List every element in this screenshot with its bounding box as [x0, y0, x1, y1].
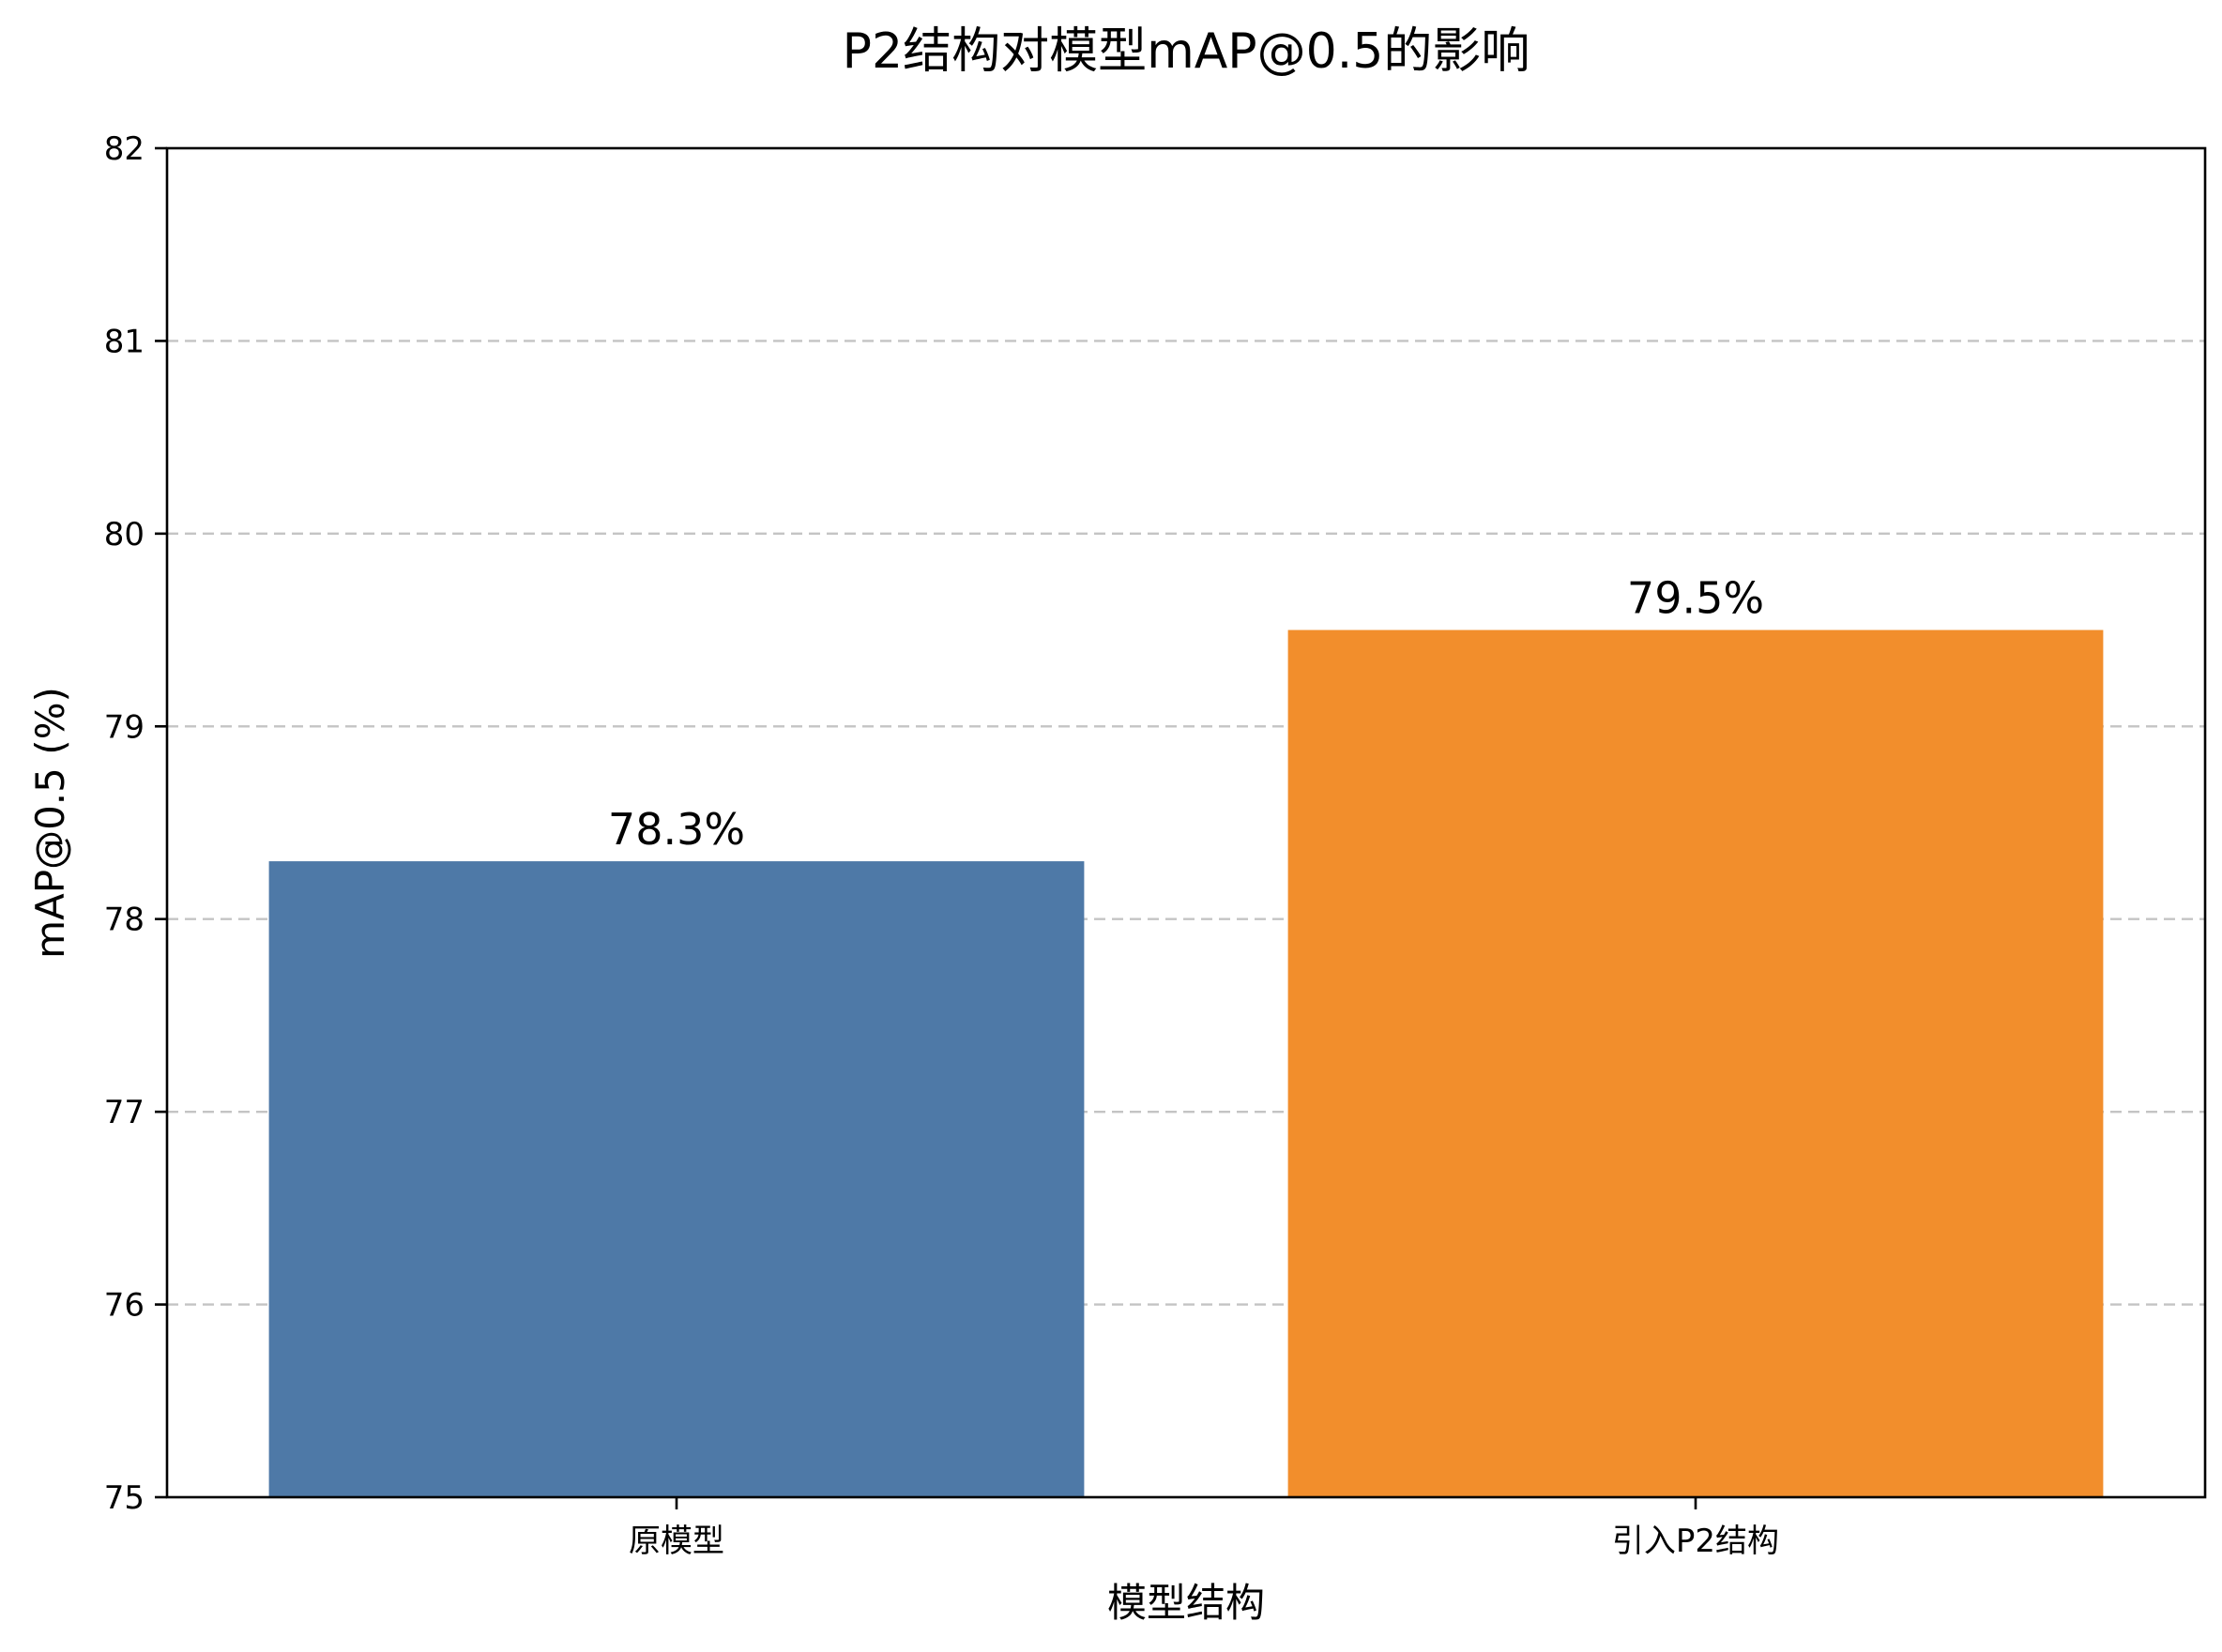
y-tick-label-2: 77	[104, 1094, 145, 1131]
data-label-0: 78.3%	[608, 804, 745, 855]
y-tick-label-6: 81	[104, 323, 145, 360]
y-axis-ticks: 75 76 77 78 79 80 81 82	[104, 130, 167, 1517]
y-tick-label-7: 82	[104, 130, 145, 168]
data-labels: 78.3% 79.5%	[608, 573, 1764, 856]
y-tick-label-1: 76	[104, 1287, 145, 1325]
x-axis-ticks: 原模型 引入P2结构	[629, 1497, 1779, 1560]
bar-0	[268, 861, 1085, 1497]
bars	[268, 629, 2104, 1497]
plot-frame	[165, 146, 2207, 1499]
x-tick-label-1: 引入P2结构	[1612, 1523, 1779, 1560]
chart-title: P2结构对模型mAP@0.5的影响	[843, 23, 1530, 80]
x-tick-label-0: 原模型	[629, 1523, 724, 1560]
y-tick-label-5: 80	[104, 516, 145, 553]
x-axis-label: 模型结构	[1107, 1580, 1265, 1626]
y-axis-label: mAP@0.5 (%)	[27, 687, 73, 959]
data-label-1: 79.5%	[1627, 573, 1764, 624]
y-tick-label-0: 75	[104, 1479, 145, 1517]
y-tick-label-4: 79	[104, 708, 145, 746]
y-tick-label-3: 78	[104, 902, 145, 939]
bar-1	[1287, 629, 2104, 1497]
